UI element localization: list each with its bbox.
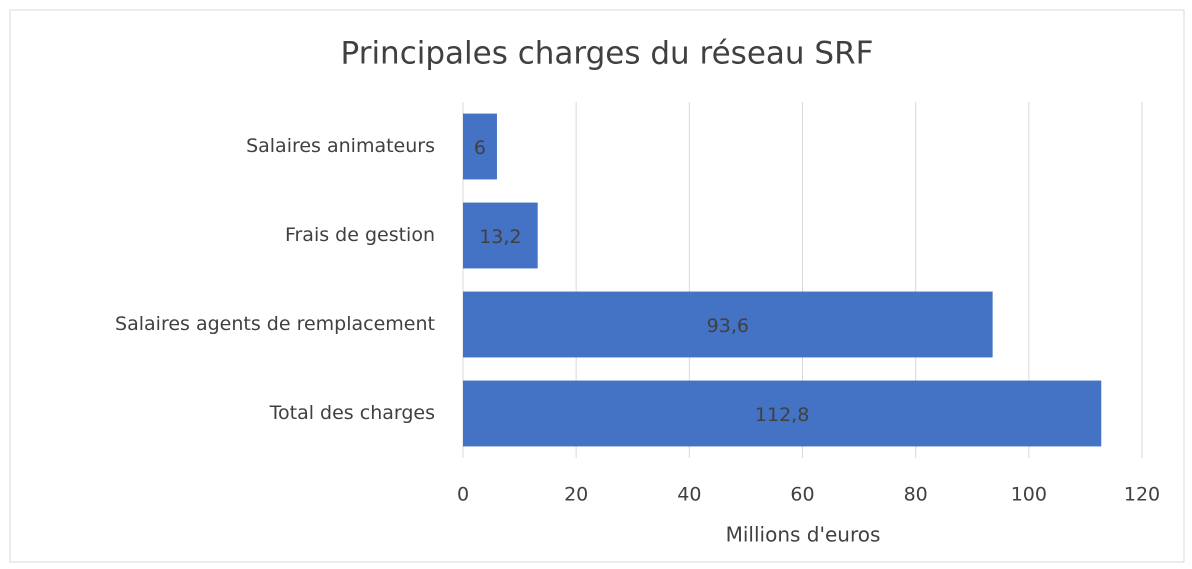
bar <box>463 291 993 358</box>
data-label: 6 <box>474 137 486 159</box>
x-tick-label: 0 <box>457 484 469 506</box>
y-tick-label: Salaires agents de remplacement <box>115 313 435 335</box>
x-tick-label: 120 <box>1124 484 1160 506</box>
x-tick-label: 100 <box>1011 484 1047 506</box>
y-tick-label: Frais de gestion <box>285 224 435 246</box>
x-tick-label: 80 <box>904 484 928 506</box>
x-tick-label: 20 <box>564 484 588 506</box>
data-label: 112,8 <box>755 404 809 426</box>
data-label: 93,6 <box>707 315 749 337</box>
bar <box>463 202 538 269</box>
bar <box>463 380 1102 447</box>
chart-border <box>9 9 1185 563</box>
bar <box>463 113 497 180</box>
x-axis-label: Millions d'euros <box>726 523 881 547</box>
data-label: 13,2 <box>479 226 521 248</box>
chart-title: Principales charges du réseau SRF <box>341 36 874 72</box>
y-tick-label: Total des charges <box>269 402 435 424</box>
y-tick-label: Salaires animateurs <box>246 135 435 157</box>
x-tick-label: 40 <box>677 484 701 506</box>
x-tick-label: 60 <box>790 484 814 506</box>
